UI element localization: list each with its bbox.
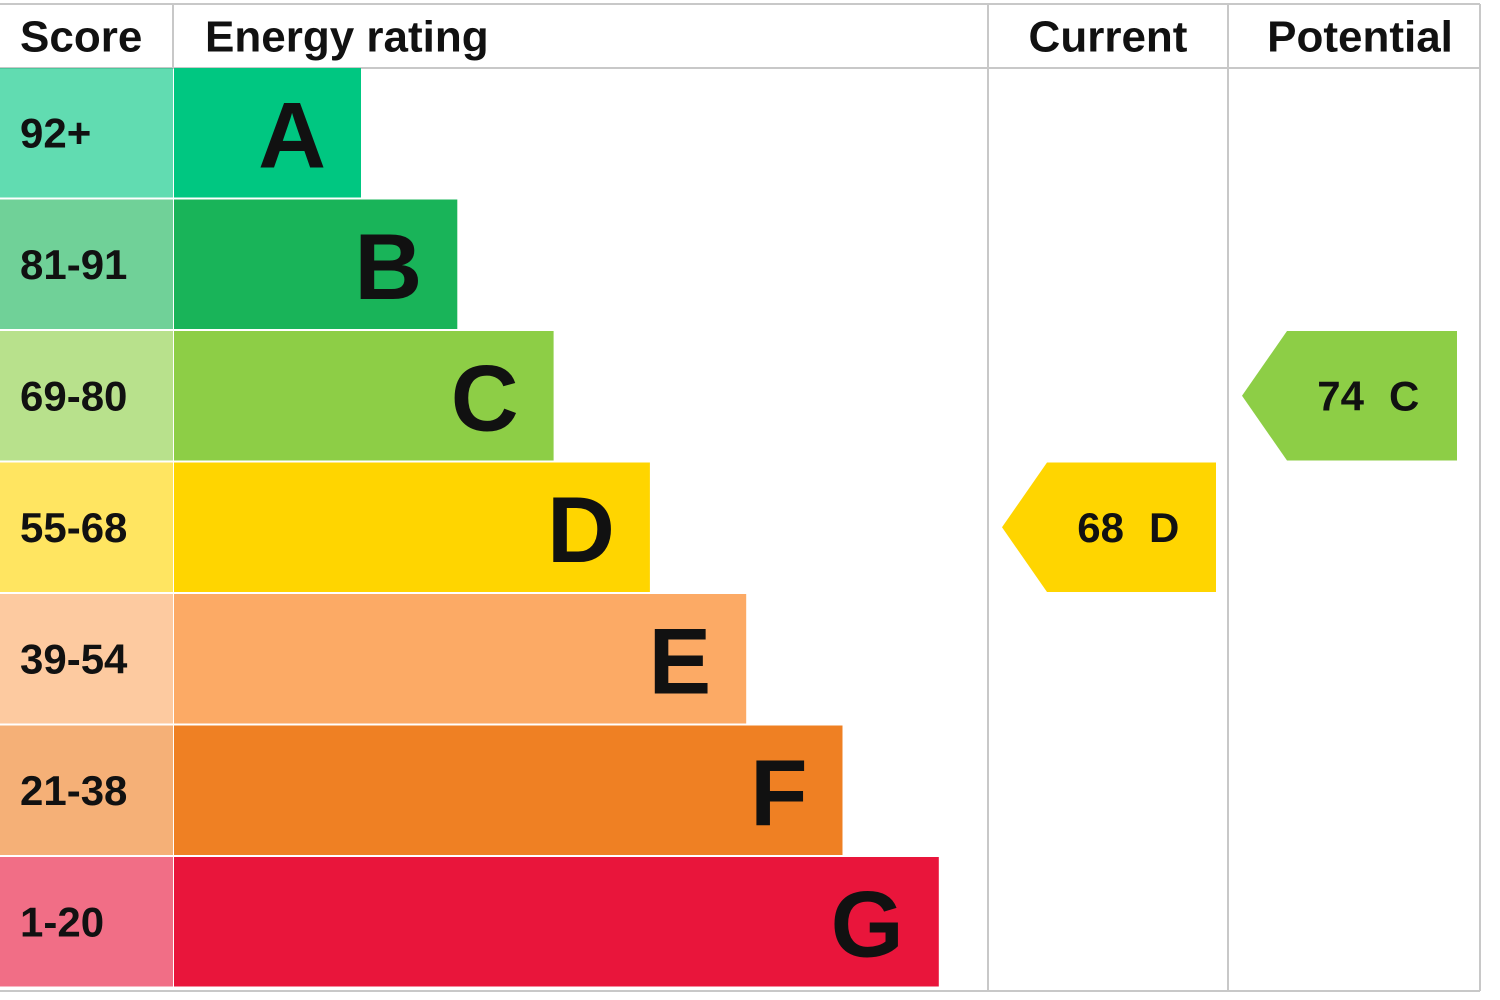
rating-letter: C — [451, 345, 519, 450]
current-letter: D — [1149, 504, 1179, 551]
rating-letter: G — [831, 871, 904, 976]
rating-bar — [174, 199, 458, 329]
header-score: Score — [20, 13, 142, 62]
potential-value: 74 — [1317, 372, 1364, 419]
score-cell — [0, 199, 173, 329]
score-label: 69-80 — [20, 372, 127, 419]
score-cell — [0, 725, 173, 855]
current-arrow — [1002, 462, 1216, 592]
header-potential: Potential — [1267, 13, 1453, 62]
rating-letter: A — [258, 82, 326, 187]
rating-bar — [174, 857, 939, 987]
score-label: 1-20 — [20, 898, 104, 945]
rating-letter: D — [547, 477, 615, 582]
score-cell — [0, 462, 173, 592]
rating-letter: F — [750, 740, 807, 845]
rating-letter: B — [354, 214, 422, 319]
rating-letter: E — [648, 608, 711, 713]
header-rating: Energy rating — [205, 13, 489, 62]
rating-bar — [174, 594, 747, 724]
current-value: 68 — [1077, 504, 1124, 551]
score-label: 92+ — [20, 109, 91, 156]
score-cell — [0, 857, 173, 987]
score-label: 39-54 — [20, 635, 128, 682]
potential-letter: C — [1389, 372, 1419, 419]
potential-arrow — [1242, 331, 1457, 461]
score-label: 55-68 — [20, 504, 127, 551]
rating-bar — [174, 462, 650, 592]
score-cell — [0, 331, 173, 461]
score-cell — [0, 68, 173, 198]
rating-bar — [174, 331, 554, 461]
score-cell — [0, 594, 173, 724]
score-label: 21-38 — [20, 767, 127, 814]
score-label: 81-91 — [20, 241, 127, 288]
header-current: Current — [1029, 13, 1188, 62]
rating-bar — [174, 68, 361, 198]
rating-bar — [174, 725, 843, 855]
